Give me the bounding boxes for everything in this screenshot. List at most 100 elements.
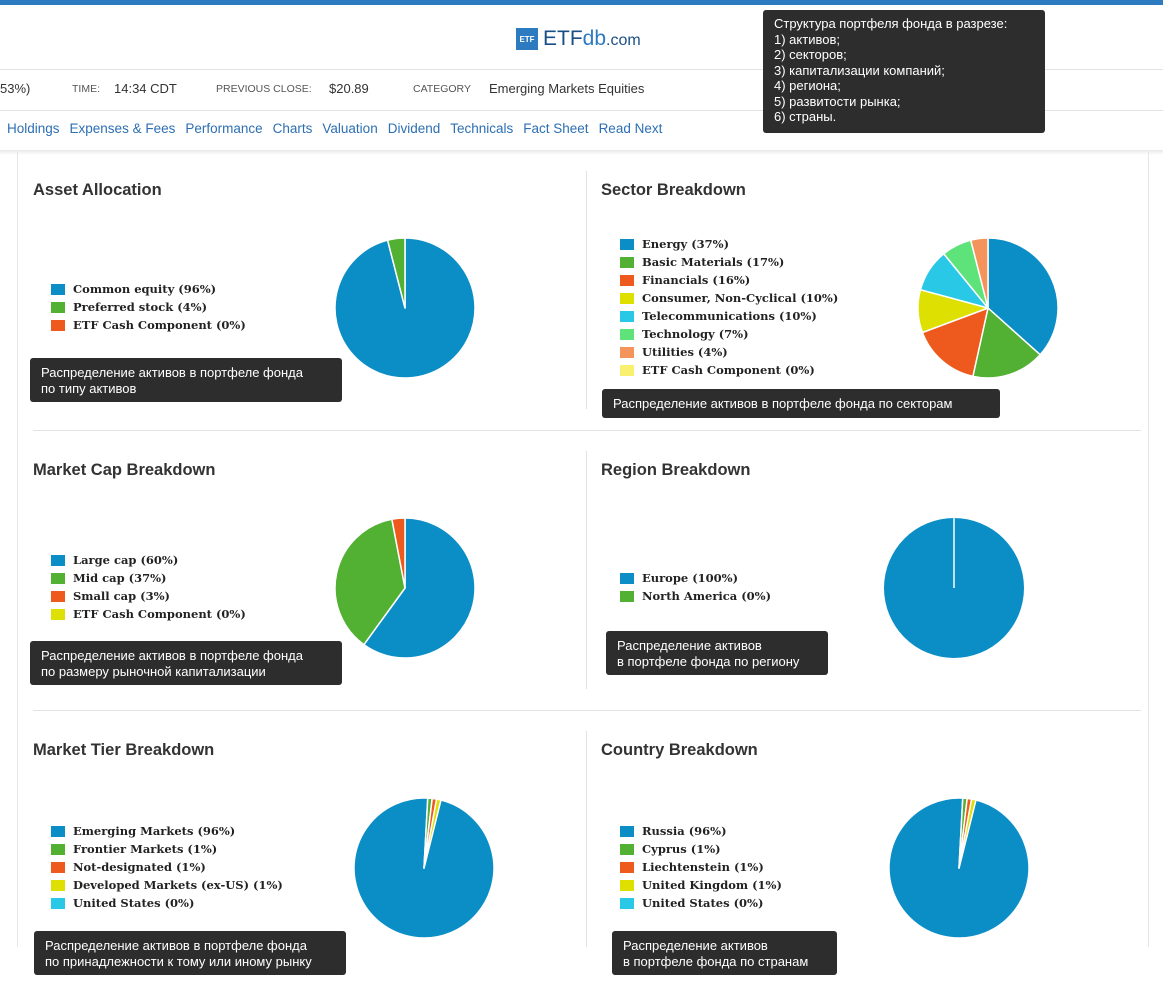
- pie-slice[interactable]: [391, 517, 406, 589]
- nav-fact-sheet[interactable]: Fact Sheet: [523, 121, 589, 136]
- market-tier-note: Распределение активов в портфеле фонда п…: [34, 931, 346, 975]
- legend-swatch: [620, 238, 634, 250]
- pie-slice[interactable]: [423, 798, 442, 869]
- asset-allocation-title: Asset Allocation: [33, 181, 162, 199]
- legend-label: United States (0%): [73, 896, 195, 910]
- nav-charts[interactable]: Charts: [272, 121, 313, 136]
- previous-close-label: PREVIOUS CLOSE:: [216, 83, 312, 95]
- top-accent-bar: [0, 0, 1163, 5]
- region-breakdown-title: Region Breakdown: [601, 461, 751, 479]
- logo-db: db: [582, 27, 607, 50]
- etfdb-logo[interactable]: ETF ETFdb.com: [516, 26, 641, 52]
- legend-label: Developed Markets (ex-US) (1%): [73, 878, 283, 892]
- legend-item: Utilities (4%): [620, 343, 838, 361]
- legend-item: United States (0%): [620, 894, 782, 912]
- legend-swatch: [51, 554, 65, 566]
- market-tier-breakdown-legend: Emerging Markets (96%) Frontier Markets …: [51, 822, 283, 912]
- legend-label: Cyprus (1%): [642, 842, 721, 856]
- legend-swatch: [51, 301, 65, 313]
- legend-label: ETF Cash Component (0%): [642, 363, 815, 377]
- market-tier-breakdown-pie[interactable]: [353, 797, 495, 939]
- legend-label: Telecommunications (10%): [642, 309, 817, 323]
- nav-read-next[interactable]: Read Next: [598, 121, 663, 136]
- logo-com: .com: [606, 32, 641, 49]
- legend-label: Mid cap (37%): [73, 571, 167, 585]
- legend-label: Utilities (4%): [642, 345, 728, 359]
- quote-divider: [0, 110, 1163, 111]
- legend-label: Frontier Markets (1%): [73, 842, 218, 856]
- pie-slice[interactable]: [987, 237, 1059, 356]
- legend-label: Europe (100%): [642, 571, 739, 585]
- legend-label: Technology (7%): [642, 327, 749, 341]
- nav-dividend[interactable]: Dividend: [387, 121, 441, 136]
- nav-expenses-fees[interactable]: Expenses & Fees: [69, 121, 176, 136]
- legend-label: Russia (96%): [642, 824, 727, 838]
- nav-holdings[interactable]: Holdings: [7, 121, 60, 136]
- legend-item: Common equity (96%): [51, 280, 246, 298]
- legend-label: North America (0%): [642, 589, 772, 603]
- market-cap-breakdown-pie[interactable]: [334, 517, 476, 659]
- category-label: CATEGORY: [413, 83, 471, 95]
- pie-slice[interactable]: [334, 518, 406, 646]
- legend-item: Financials (16%): [620, 271, 838, 289]
- legend-swatch: [620, 825, 634, 837]
- legend-label: Consumer, Non-Cyclical (10%): [642, 291, 839, 305]
- pie-slice[interactable]: [363, 517, 476, 659]
- country-breakdown-legend: Russia (96%) Cyprus (1%) Liechtenstein (…: [620, 822, 782, 912]
- country-breakdown-pie[interactable]: [888, 797, 1030, 939]
- legend-item: Large cap (60%): [51, 551, 246, 569]
- legend-item: Mid cap (37%): [51, 569, 246, 587]
- pie-slice[interactable]: [921, 307, 989, 378]
- legend-label: Common equity (96%): [73, 282, 217, 296]
- time-value: 14:34 CDT: [114, 81, 177, 96]
- legend-label: Large cap (60%): [73, 553, 179, 567]
- row-divider-1: [33, 430, 1141, 431]
- nav-valuation[interactable]: Valuation: [322, 121, 378, 136]
- legend-label: Liechtenstein (1%): [642, 860, 764, 874]
- legend-swatch: [51, 283, 65, 295]
- legend-swatch: [51, 319, 65, 331]
- asset-allocation-pie[interactable]: [334, 237, 476, 379]
- legend-item: ETF Cash Component (0%): [51, 605, 246, 623]
- legend-item: Technology (7%): [620, 325, 838, 343]
- legend-label: Not-designated (1%): [73, 860, 206, 874]
- legend-item: ETF Cash Component (0%): [620, 361, 838, 379]
- legend-swatch: [51, 897, 65, 909]
- legend-label: Preferred stock (4%): [73, 300, 208, 314]
- pie-slice[interactable]: [972, 307, 1041, 379]
- row-divider-2: [33, 710, 1141, 711]
- fund-nav: Holdings Expenses & Fees Performance Charts…: [7, 121, 672, 136]
- price-change: 53%): [0, 81, 31, 96]
- logo-main: ETF: [543, 27, 583, 50]
- legend-swatch: [620, 274, 634, 286]
- market-tier-breakdown-title: Market Tier Breakdown: [33, 741, 215, 759]
- portfolio-structure-note: Структура портфеля фонда в разрезе: 1) а…: [763, 10, 1045, 133]
- legend-label: ETF Cash Component (0%): [73, 318, 246, 332]
- legend-item: Emerging Markets (96%): [51, 822, 283, 840]
- sector-breakdown-legend: Energy (37%) Basic Materials (17%) Finan…: [620, 235, 838, 379]
- sector-breakdown-title: Sector Breakdown: [601, 181, 746, 199]
- nav-performance[interactable]: Performance: [185, 121, 263, 136]
- legend-item: Not-designated (1%): [51, 858, 283, 876]
- legend-label: Financials (16%): [642, 273, 751, 287]
- sector-note: Распределение активов в портфеле фонда п…: [602, 389, 1000, 418]
- legend-item: Cyprus (1%): [620, 840, 782, 858]
- legend-swatch: [51, 825, 65, 837]
- sector-breakdown-pie[interactable]: [917, 237, 1059, 379]
- legend-swatch: [620, 572, 634, 584]
- breakdown-container: [17, 152, 1149, 947]
- category-value: Emerging Markets Equities: [489, 81, 645, 96]
- pie-slice[interactable]: [958, 798, 977, 869]
- legend-item: Russia (96%): [620, 822, 782, 840]
- region-breakdown-pie[interactable]: [883, 517, 1025, 659]
- pie-slice[interactable]: [386, 237, 406, 309]
- legend-swatch: [620, 310, 634, 322]
- logo-wordmark: ETFdb.com: [543, 27, 641, 51]
- legend-label: ETF Cash Component (0%): [73, 607, 246, 621]
- pie-slice[interactable]: [970, 237, 989, 309]
- legend-item: North America (0%): [620, 587, 771, 605]
- nav-technicals[interactable]: Technicals: [450, 121, 514, 136]
- legend-item: Frontier Markets (1%): [51, 840, 283, 858]
- legend-swatch: [51, 572, 65, 584]
- legend-item: Developed Markets (ex-US) (1%): [51, 876, 283, 894]
